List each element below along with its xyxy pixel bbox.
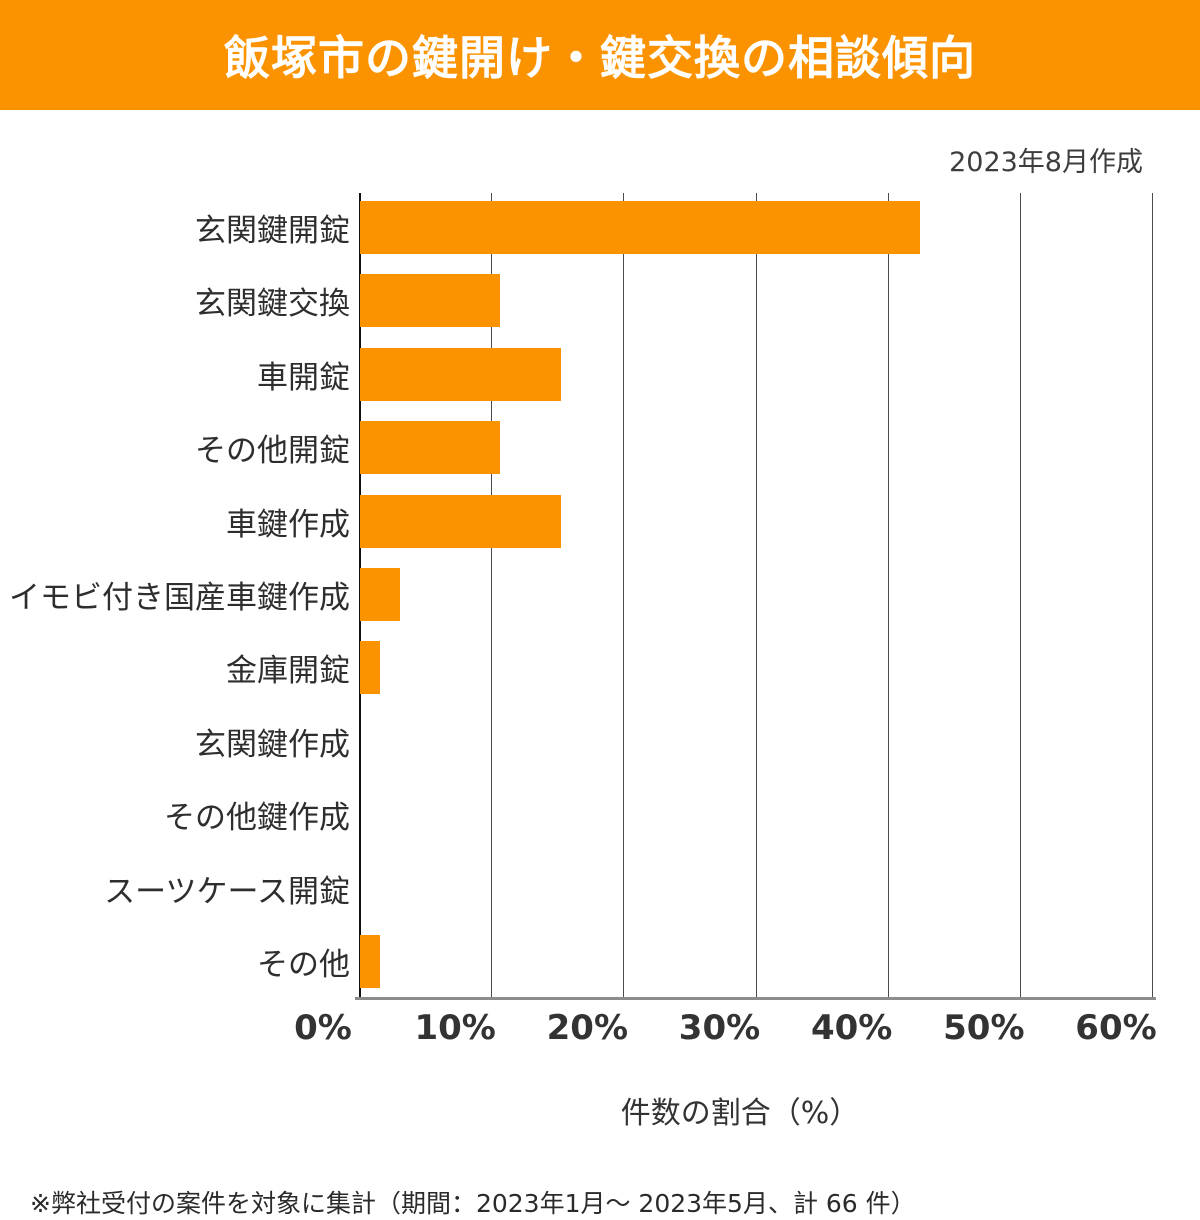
x-tick-label: 60% (1075, 1008, 1157, 1048)
category-label: 金庫開錠 (226, 653, 350, 690)
x-tick-label: 40% (810, 1008, 893, 1048)
footnote: ※弊社受付の案件を対象に集計（期間：2023年1月～ 2023年5月、計 66 … (30, 1189, 916, 1218)
x-tick-label: 20% (546, 1008, 629, 1048)
category-label: その他開錠 (195, 433, 350, 470)
category-label: 車開錠 (257, 359, 350, 396)
x-tick-label: 10% (414, 1008, 496, 1048)
created-date-label: 2023年8月作成 (949, 147, 1143, 178)
bar (360, 274, 501, 328)
gridline (755, 193, 757, 999)
bar (360, 494, 561, 548)
category-label: その他 (257, 947, 350, 983)
x-axis-line (355, 997, 1156, 1000)
gridline (623, 193, 625, 999)
y-axis-line (359, 193, 361, 999)
gridline (1152, 193, 1153, 999)
category-label: その他鍵作成 (164, 800, 350, 837)
category-label: 車鍵作成 (226, 506, 350, 543)
title-bar: 飯塚市の鍵開け・鍵交換の相談傾向 (0, 0, 1200, 110)
category-label: 玄関鍵作成 (195, 726, 350, 763)
bar (360, 421, 501, 475)
gridline (1019, 193, 1021, 999)
x-tick-label: 30% (678, 1008, 761, 1048)
x-axis-title: 件数の割合（%） (620, 1096, 860, 1131)
bar (360, 347, 561, 401)
page-title: 飯塚市の鍵開け・鍵交換の相談傾向 (224, 31, 976, 85)
bar (360, 641, 380, 695)
x-tick-label: 50% (943, 1008, 1025, 1048)
category-label: 玄関鍵開錠 (195, 213, 350, 249)
gridline (887, 193, 889, 999)
category-label: 玄関鍵交換 (195, 286, 350, 323)
bar (360, 568, 400, 621)
bar (360, 935, 380, 988)
bar (360, 201, 921, 254)
x-tick-label: 0% (294, 1008, 352, 1048)
category-label: イモビ付き国産車鍵作成 (9, 580, 350, 616)
category-label: スーツケース開錠 (104, 873, 350, 910)
gridline (491, 193, 493, 999)
